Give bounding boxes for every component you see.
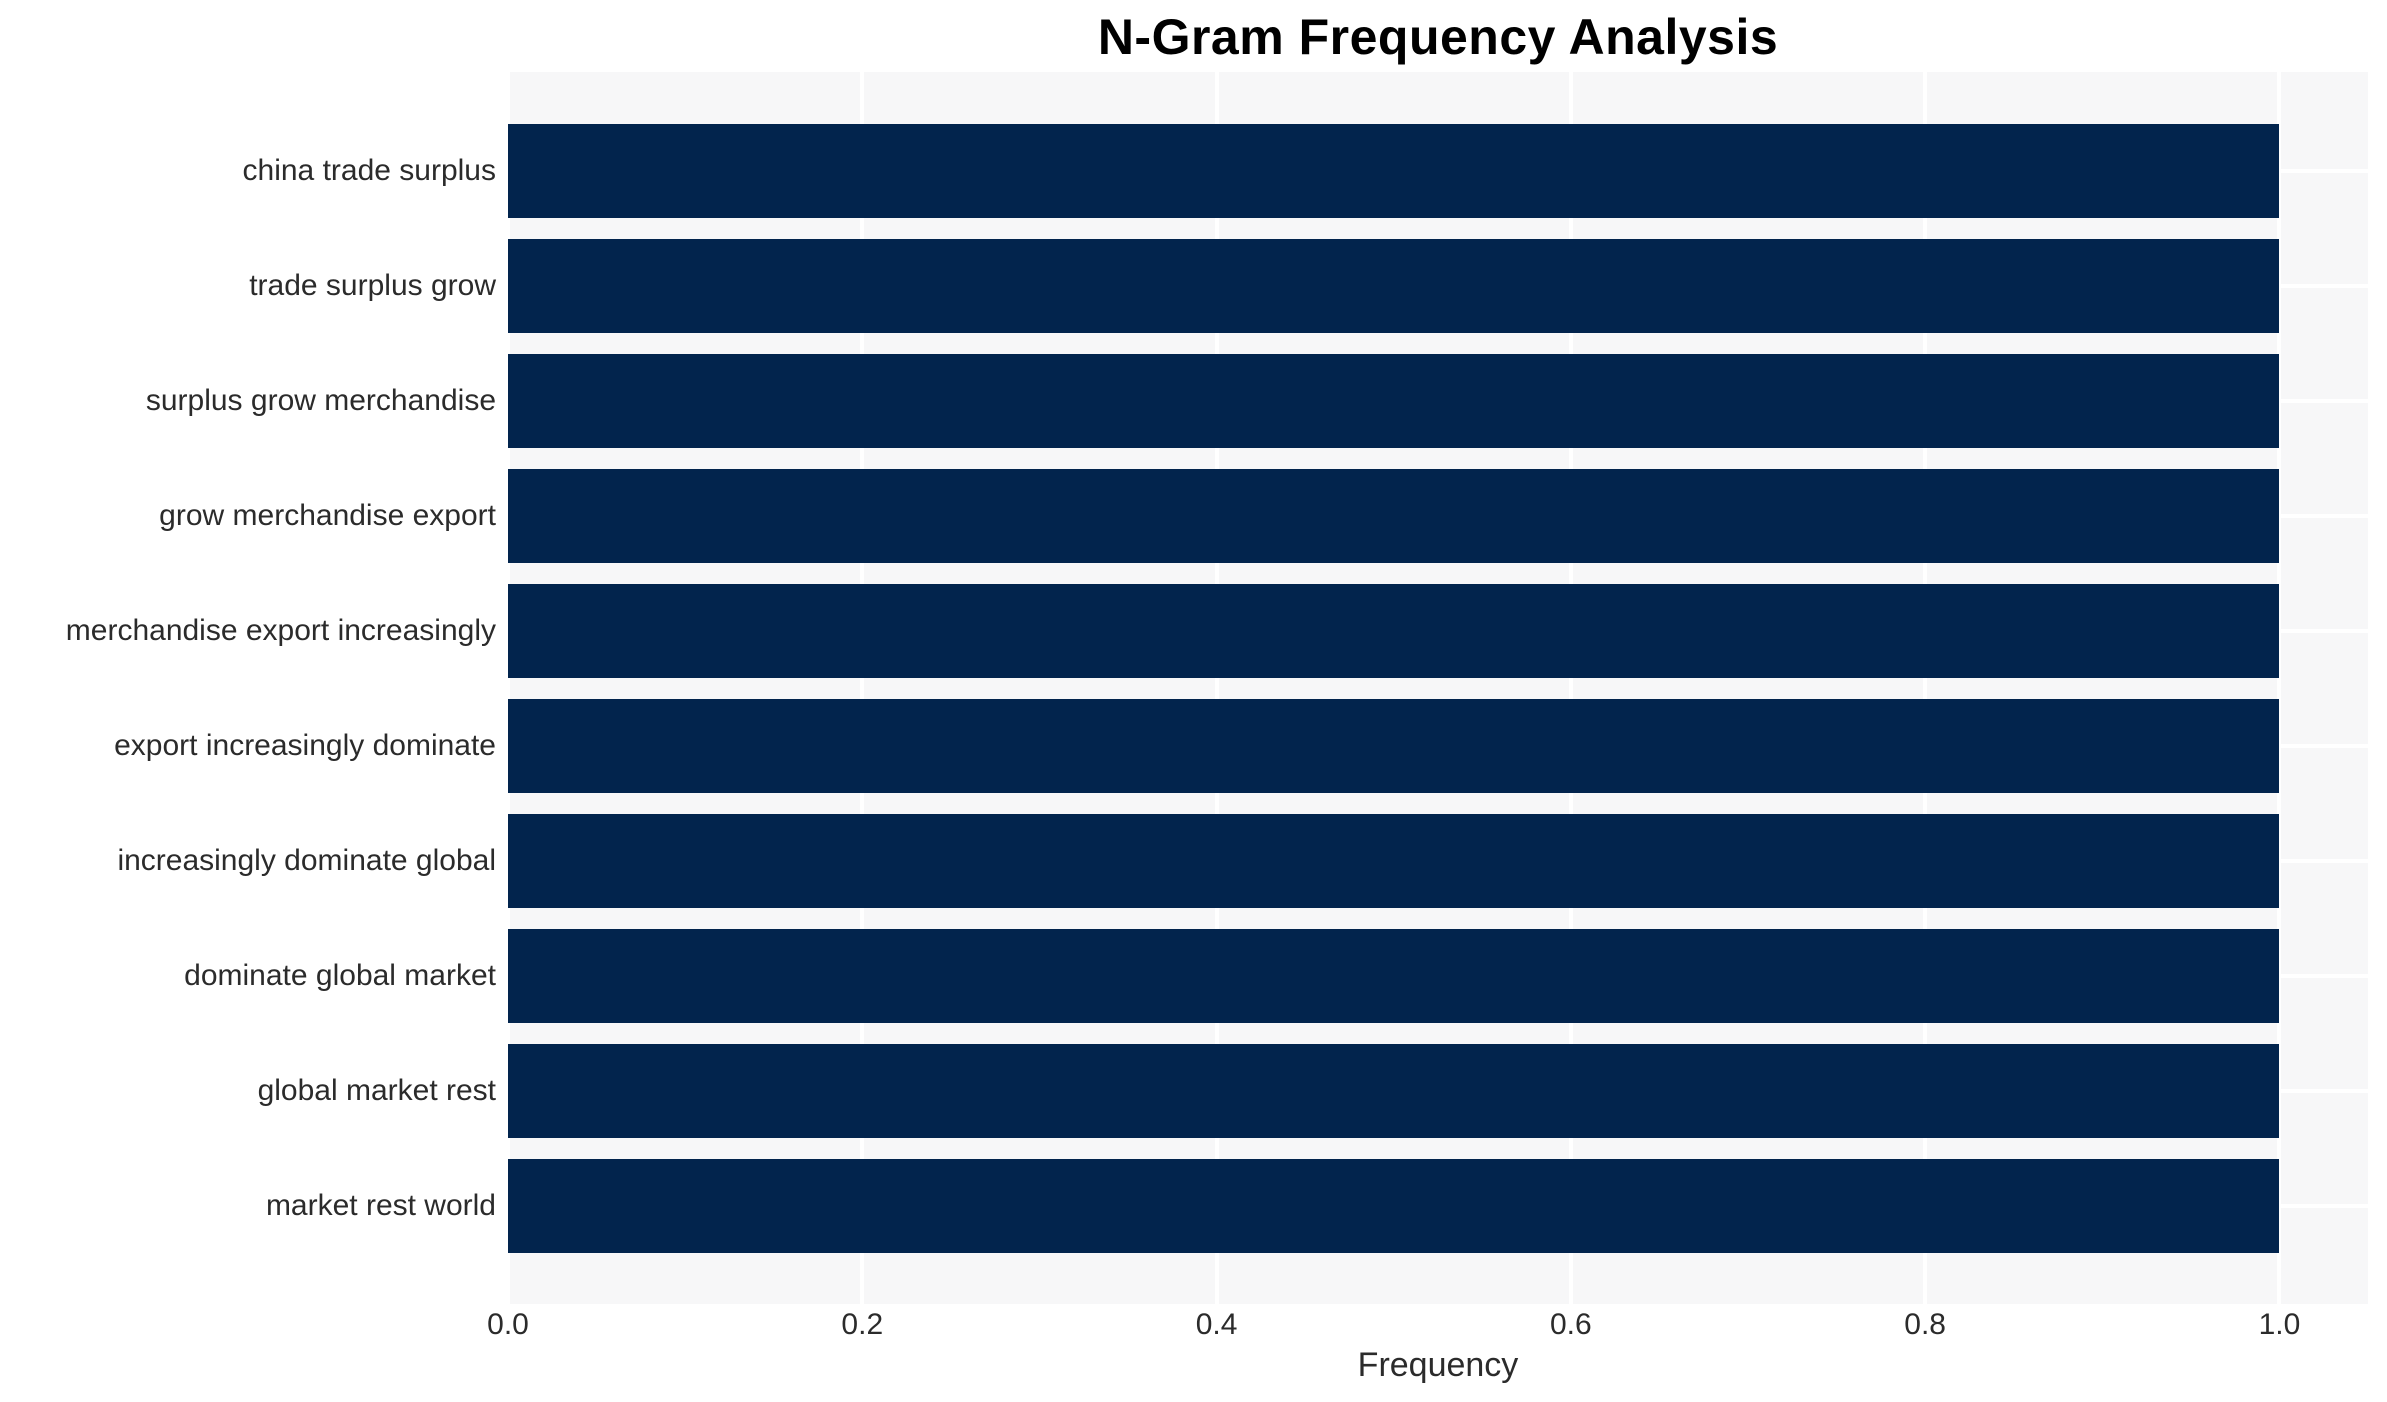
vertical-gridline (1923, 72, 1928, 1304)
y-axis-label: dominate global market (184, 959, 496, 992)
x-axis-ticks: 0.0 0.2 0.4 0.6 0.8 1.0 (487, 1308, 2368, 1348)
plot-area (506, 72, 2368, 1304)
bar (508, 699, 2280, 793)
y-axis-label: china trade surplus (242, 154, 496, 187)
y-axis-label: merchandise export increasingly (65, 614, 496, 647)
y-axis-label: export increasingly dominate (114, 729, 496, 762)
vertical-gridline (506, 72, 510, 1304)
bar (508, 469, 2280, 563)
vertical-gridline (1214, 72, 1219, 1304)
bar (508, 1159, 2280, 1253)
bar (508, 354, 2280, 448)
x-tick-label: 0.6 (1549, 1308, 1592, 1341)
y-axis-label: trade surplus grow (249, 269, 496, 302)
vertical-gridline (860, 72, 865, 1304)
y-axis-label: grow merchandise export (159, 499, 496, 532)
bar (508, 124, 2280, 218)
y-axis-label: global market rest (257, 1074, 496, 1107)
x-tick-label: 0.0 (487, 1308, 529, 1341)
y-axis-label: increasingly dominate global (117, 844, 496, 877)
y-axis-labels: china trade surplus trade surplus grow sur… (0, 72, 496, 1304)
x-axis-title: Frequency (1357, 1346, 1519, 1384)
y-axis-label: surplus grow merchandise (145, 384, 496, 417)
y-axis-label: market rest world (265, 1189, 496, 1222)
x-tick-label: 0.2 (841, 1308, 884, 1341)
bar (508, 584, 2280, 678)
vertical-gridline (1568, 72, 1573, 1304)
chart-title: N-Gram Frequency Analysis (1097, 9, 1779, 65)
bar (508, 929, 2280, 1023)
bar (508, 814, 2280, 908)
x-tick-label: 0.4 (1195, 1308, 1238, 1341)
bar (508, 1044, 2280, 1138)
x-tick-label: 1.0 (2258, 1308, 2301, 1341)
vertical-gridline (2277, 72, 2282, 1304)
bar (508, 239, 2280, 333)
x-tick-label: 0.8 (1904, 1308, 1946, 1341)
